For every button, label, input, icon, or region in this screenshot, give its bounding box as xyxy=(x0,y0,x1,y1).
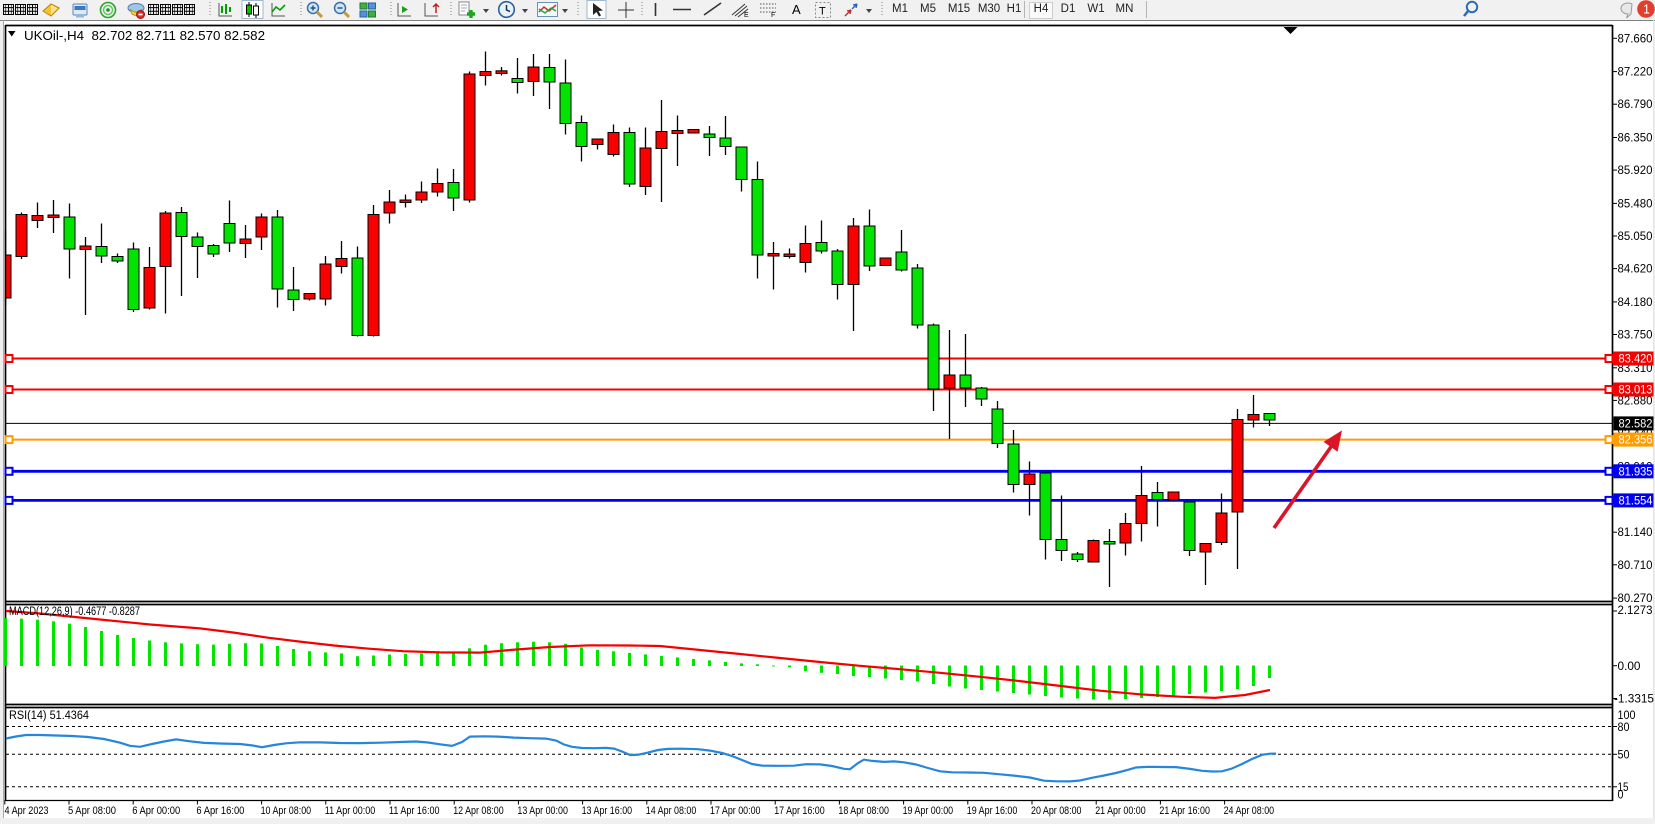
svg-text:82.880: 82.880 xyxy=(1618,395,1653,407)
svg-text:21 Apr 00:00: 21 Apr 00:00 xyxy=(1095,805,1146,817)
svg-text:5 Apr 08:00: 5 Apr 08:00 xyxy=(68,805,116,817)
svg-text:81.935: 81.935 xyxy=(1619,466,1653,478)
svg-text:24 Apr 08:00: 24 Apr 08:00 xyxy=(1224,805,1275,817)
svg-text:81.554: 81.554 xyxy=(1619,495,1654,507)
svg-text:13 Apr 00:00: 13 Apr 00:00 xyxy=(517,805,568,817)
svg-text:14 Apr 08:00: 14 Apr 08:00 xyxy=(646,805,697,817)
svg-text:19 Apr 16:00: 19 Apr 16:00 xyxy=(967,805,1018,817)
svg-text:21 Apr 16:00: 21 Apr 16:00 xyxy=(1159,805,1210,817)
svg-text:87.660: 87.660 xyxy=(1618,33,1653,45)
svg-text:18 Apr 08:00: 18 Apr 08:00 xyxy=(838,805,889,817)
svg-text:85.050: 85.050 xyxy=(1618,231,1653,243)
svg-text:12 Apr 08:00: 12 Apr 08:00 xyxy=(453,805,504,817)
svg-text:83.750: 83.750 xyxy=(1618,330,1653,342)
svg-text:83.013: 83.013 xyxy=(1619,385,1653,397)
svg-text:15: 15 xyxy=(1618,782,1629,794)
svg-text:50: 50 xyxy=(1618,750,1630,762)
svg-text:10 Apr 08:00: 10 Apr 08:00 xyxy=(261,805,312,817)
svg-text:6 Apr 16:00: 6 Apr 16:00 xyxy=(196,805,244,817)
svg-text:1: 1 xyxy=(1643,3,1650,17)
svg-text:RSI(14) 51.4364: RSI(14) 51.4364 xyxy=(9,710,90,722)
svg-text:100: 100 xyxy=(1618,710,1636,722)
svg-text:83.310: 83.310 xyxy=(1618,363,1653,375)
svg-text:20 Apr 08:00: 20 Apr 08:00 xyxy=(1031,805,1082,817)
svg-text:82.356: 82.356 xyxy=(1619,435,1653,447)
svg-text:17 Apr 16:00: 17 Apr 16:00 xyxy=(774,805,825,817)
svg-text:83.420: 83.420 xyxy=(1619,354,1653,366)
svg-text:A: A xyxy=(792,2,801,17)
svg-text:84.620: 84.620 xyxy=(1618,264,1653,276)
svg-text:80.270: 80.270 xyxy=(1618,593,1653,605)
svg-text:-1.3315: -1.3315 xyxy=(1614,694,1654,706)
svg-text:E: E xyxy=(744,12,749,19)
svg-text:19 Apr 00:00: 19 Apr 00:00 xyxy=(903,805,954,817)
svg-text:T: T xyxy=(819,6,826,18)
svg-text:86.790: 86.790 xyxy=(1618,99,1653,111)
svg-text:17 Apr 00:00: 17 Apr 00:00 xyxy=(710,805,761,817)
svg-text:2.1273: 2.1273 xyxy=(1618,605,1653,617)
svg-text:F: F xyxy=(771,12,775,19)
svg-text:87.220: 87.220 xyxy=(1618,67,1653,79)
svg-text:4 Apr 2023: 4 Apr 2023 xyxy=(5,805,49,817)
svg-text:84.180: 84.180 xyxy=(1618,297,1653,309)
svg-text:85.920: 85.920 xyxy=(1618,165,1653,177)
svg-text:0: 0 xyxy=(1618,790,1624,802)
svg-text:80.710: 80.710 xyxy=(1618,560,1653,572)
svg-text:13 Apr 16:00: 13 Apr 16:00 xyxy=(582,805,633,817)
svg-text:MACD(12,26,9) -0.4677 -0.8287: MACD(12,26,9) -0.4677 -0.8287 xyxy=(9,606,140,618)
svg-text:86.350: 86.350 xyxy=(1618,133,1653,145)
svg-text:11 Apr 00:00: 11 Apr 00:00 xyxy=(325,805,376,817)
svg-text:82.582: 82.582 xyxy=(1619,418,1653,430)
svg-text:85.480: 85.480 xyxy=(1618,198,1653,210)
svg-text:11 Apr 16:00: 11 Apr 16:00 xyxy=(389,805,440,817)
svg-text:0.00: 0.00 xyxy=(1618,661,1641,673)
svg-text:UKOil-,H4 82.702 82.711 82.57: UKOil-,H4 82.702 82.711 82.570 82.582 xyxy=(24,28,265,43)
svg-text:81.140: 81.140 xyxy=(1618,527,1653,539)
svg-text:80: 80 xyxy=(1618,722,1630,734)
svg-text:6 Apr 00:00: 6 Apr 00:00 xyxy=(132,805,180,817)
